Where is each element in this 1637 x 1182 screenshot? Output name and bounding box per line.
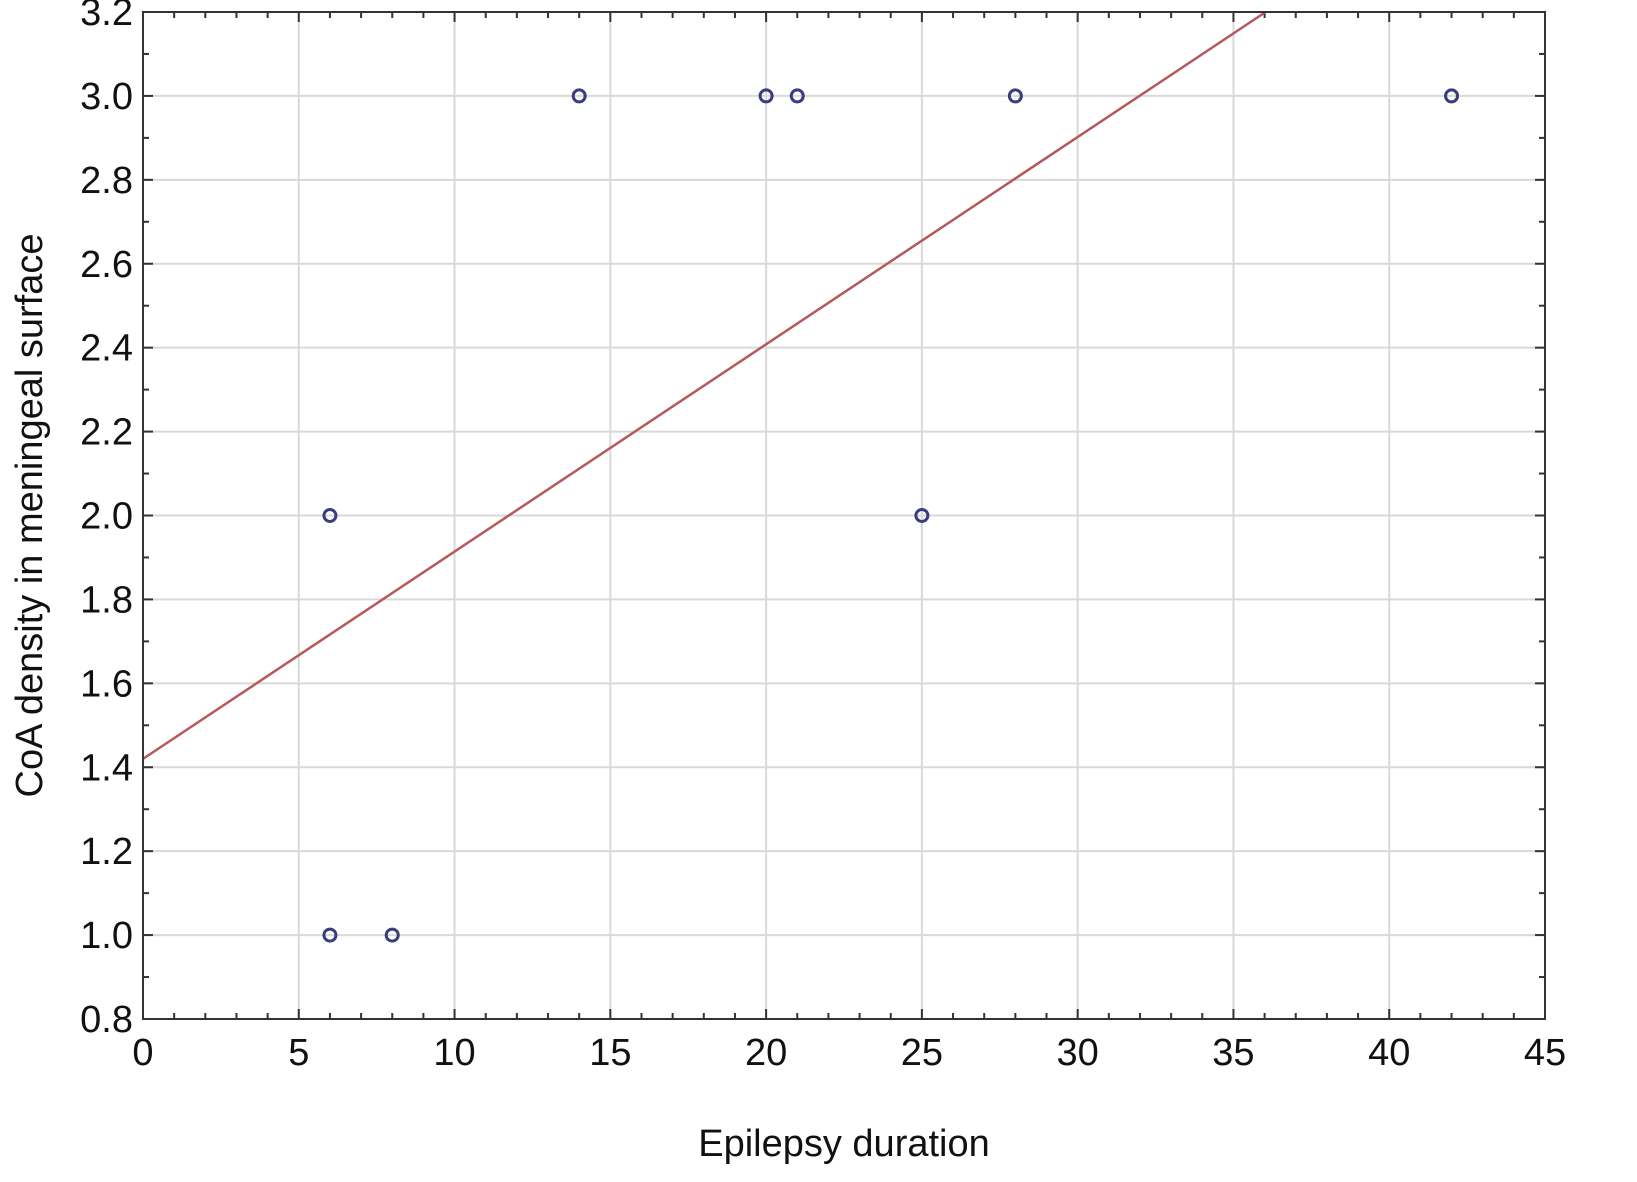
x-tick-labels: 0 5 10 15 20 25 30 35 40 45 bbox=[132, 1032, 1566, 1074]
data-point-4 bbox=[571, 88, 587, 104]
data-point-5 bbox=[758, 88, 774, 104]
y-tick-label-0.8: 0.8 bbox=[80, 999, 133, 1041]
y-tick-label-1.0: 1.0 bbox=[80, 915, 133, 957]
data-point-9 bbox=[1444, 88, 1460, 104]
data-point-1 bbox=[322, 508, 338, 523]
data-point-2 bbox=[322, 927, 338, 943]
fit-line-group bbox=[142, 10, 1267, 760]
data-point-3 bbox=[384, 927, 400, 943]
x-tick-label-15: 15 bbox=[589, 1032, 631, 1074]
grid bbox=[143, 12, 1545, 1019]
minor-ticks bbox=[142, 11, 1546, 1020]
x-tick-label-30: 30 bbox=[1057, 1032, 1099, 1074]
y-tick-label-3.2: 3.2 bbox=[80, 0, 133, 34]
x-axis-label: Epilepsy duration bbox=[698, 1123, 990, 1165]
data-point-7 bbox=[914, 508, 930, 523]
x-tick-label-20: 20 bbox=[745, 1032, 787, 1074]
y-tick-label-3.0: 3.0 bbox=[80, 76, 133, 118]
y-tick-label-1.8: 1.8 bbox=[80, 579, 133, 621]
y-tick-label-2.6: 2.6 bbox=[80, 244, 133, 286]
y-tick-label-2.0: 2.0 bbox=[80, 496, 133, 538]
y-tick-label-2.2: 2.2 bbox=[80, 412, 133, 454]
plot-frame bbox=[142, 11, 1546, 1020]
y-tick-label-1.2: 1.2 bbox=[80, 831, 133, 873]
y-tick-label-2.4: 2.4 bbox=[80, 328, 133, 370]
x-tick-label-40: 40 bbox=[1368, 1032, 1410, 1074]
y-axis-label: CoA density in meningeal surface bbox=[9, 234, 51, 798]
y-tick-label-1.4: 1.4 bbox=[80, 747, 133, 789]
data-point-6 bbox=[789, 88, 805, 104]
y-tick-label-1.6: 1.6 bbox=[80, 663, 133, 705]
data-point-8 bbox=[1007, 88, 1023, 104]
regression-line bbox=[142, 10, 1267, 760]
y-tick-labels: 0.8 1.0 1.2 1.4 1.6 1.8 2.0 2.2 2.4 2.6 2.8 3.0 3.2 bbox=[80, 0, 133, 1041]
y-tick-label-2.8: 2.8 bbox=[80, 160, 133, 202]
x-tick-label-0: 0 bbox=[132, 1032, 153, 1074]
x-tick-label-5: 5 bbox=[288, 1032, 309, 1074]
data-points bbox=[322, 88, 1460, 943]
x-tick-label-45: 45 bbox=[1524, 1032, 1566, 1074]
x-tick-label-10: 10 bbox=[433, 1032, 475, 1074]
x-tick-label-25: 25 bbox=[901, 1032, 943, 1074]
x-tick-label-35: 35 bbox=[1212, 1032, 1254, 1074]
